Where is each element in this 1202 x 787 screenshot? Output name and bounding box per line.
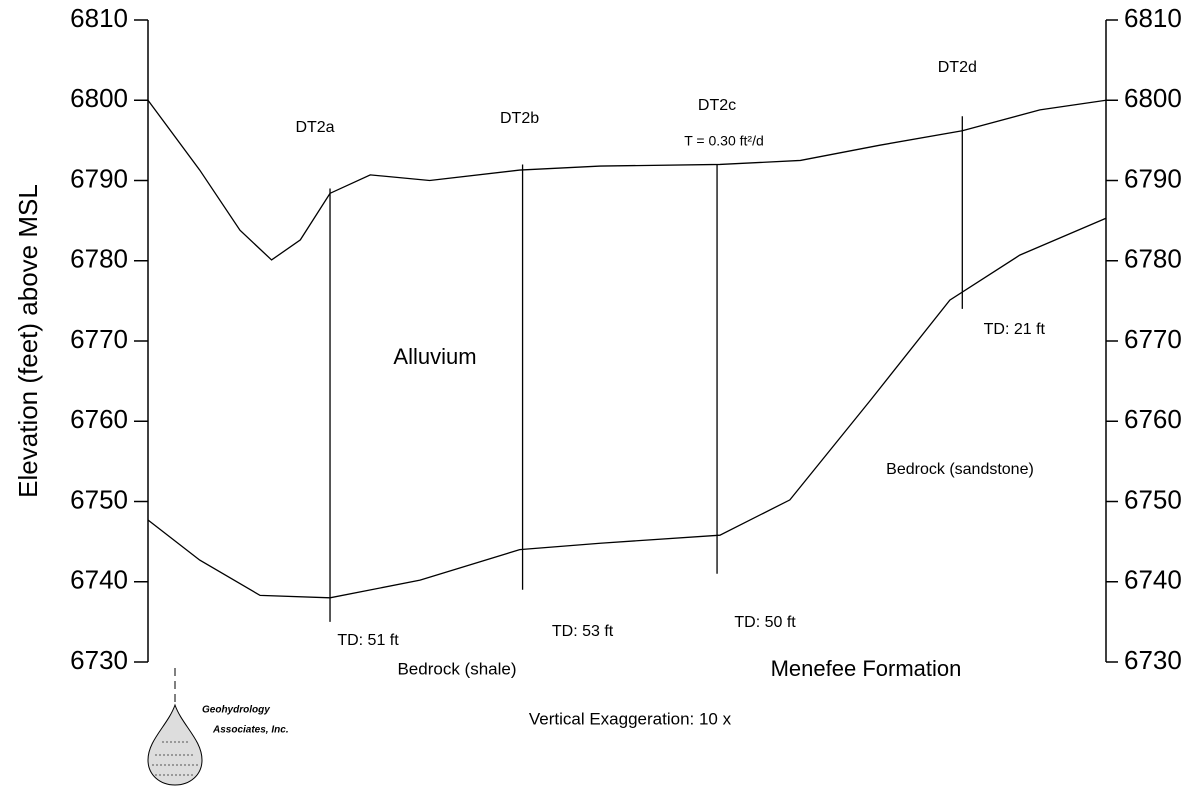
y2-tick-label: 6790 xyxy=(1124,163,1182,193)
y2-tick-label: 6730 xyxy=(1124,645,1182,675)
td-label: TD: 50 ft xyxy=(734,614,796,631)
y-tick-label: 6790 xyxy=(70,163,128,193)
y-tick-label: 6810 xyxy=(70,3,128,33)
annotation: Menefee Formation xyxy=(771,656,962,681)
annotation: Vertical Exaggeration: 10 x xyxy=(529,709,732,728)
y-tick-label: 6730 xyxy=(70,645,128,675)
well-name: DT2a xyxy=(295,119,334,136)
y-tick-label: 6780 xyxy=(70,244,128,274)
y2-tick-label: 6770 xyxy=(1124,324,1182,354)
well-name: DT2c xyxy=(698,97,736,114)
well-name: DT2b xyxy=(500,110,539,127)
well-name: DT2d xyxy=(938,59,977,76)
y-tick-label: 6740 xyxy=(70,565,128,595)
td-label: TD: 51 ft xyxy=(337,632,399,649)
logo-hatch xyxy=(152,741,198,776)
y-tick-label: 6800 xyxy=(70,83,128,113)
annotation: T = 0.30 ft²/d xyxy=(684,133,764,149)
y-tick-label: 6760 xyxy=(70,404,128,434)
y2-tick-label: 6750 xyxy=(1124,484,1182,514)
y-tick-label: 6770 xyxy=(70,324,128,354)
ground-surface xyxy=(147,99,1107,261)
y2-tick-label: 6800 xyxy=(1124,83,1182,113)
logo: Geohydrology Associates, Inc. xyxy=(147,668,289,786)
y2-tick-label: 6810 xyxy=(1124,3,1182,33)
y2-tick-label: 6780 xyxy=(1124,244,1182,274)
y-tick-label: 6750 xyxy=(70,484,128,514)
logo-text: Associates, Inc. xyxy=(212,725,289,736)
td-label: TD: 53 ft xyxy=(552,623,614,640)
annotation: Alluvium xyxy=(393,344,476,369)
logo-text: Geohydrology xyxy=(202,705,270,716)
bedrock-surface xyxy=(147,217,1107,599)
annotation: Bedrock (sandstone) xyxy=(886,461,1034,478)
annotation: Bedrock (shale) xyxy=(397,659,516,678)
td-label: TD: 21 ft xyxy=(984,321,1046,338)
y-axis-title: Elevation (feet) above MSL xyxy=(13,184,43,498)
y2-tick-label: 6760 xyxy=(1124,404,1182,434)
y2-tick-label: 6740 xyxy=(1124,565,1182,595)
logo-drop xyxy=(147,703,203,786)
